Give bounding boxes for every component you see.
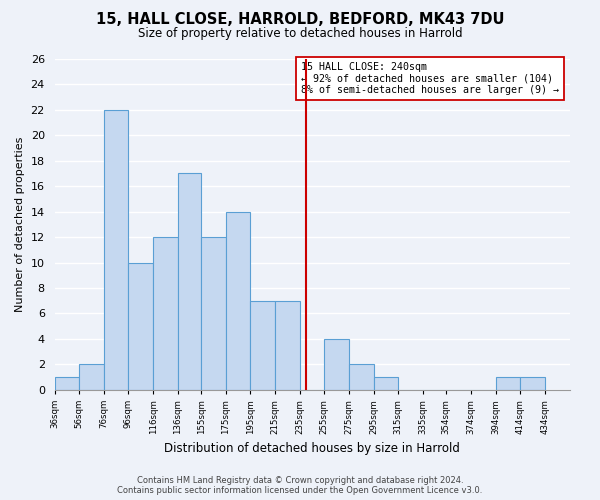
X-axis label: Distribution of detached houses by size in Harrold: Distribution of detached houses by size …	[164, 442, 460, 455]
Bar	[275, 300, 299, 390]
Bar	[349, 364, 374, 390]
Y-axis label: Number of detached properties: Number of detached properties	[15, 136, 25, 312]
Bar	[226, 212, 250, 390]
Bar	[520, 377, 545, 390]
Text: Size of property relative to detached houses in Harrold: Size of property relative to detached ho…	[137, 28, 463, 40]
Bar	[496, 377, 520, 390]
Text: 15 HALL CLOSE: 240sqm
← 92% of detached houses are smaller (104)
8% of semi-deta: 15 HALL CLOSE: 240sqm ← 92% of detached …	[301, 62, 559, 94]
Bar	[201, 237, 226, 390]
Bar	[79, 364, 104, 390]
Bar	[128, 262, 153, 390]
Bar	[325, 339, 349, 390]
Text: Contains HM Land Registry data © Crown copyright and database right 2024.
Contai: Contains HM Land Registry data © Crown c…	[118, 476, 482, 495]
Bar	[55, 377, 79, 390]
Bar	[178, 174, 201, 390]
Bar	[250, 300, 275, 390]
Bar	[374, 377, 398, 390]
Bar	[104, 110, 128, 390]
Text: 15, HALL CLOSE, HARROLD, BEDFORD, MK43 7DU: 15, HALL CLOSE, HARROLD, BEDFORD, MK43 7…	[96, 12, 504, 28]
Bar	[153, 237, 178, 390]
